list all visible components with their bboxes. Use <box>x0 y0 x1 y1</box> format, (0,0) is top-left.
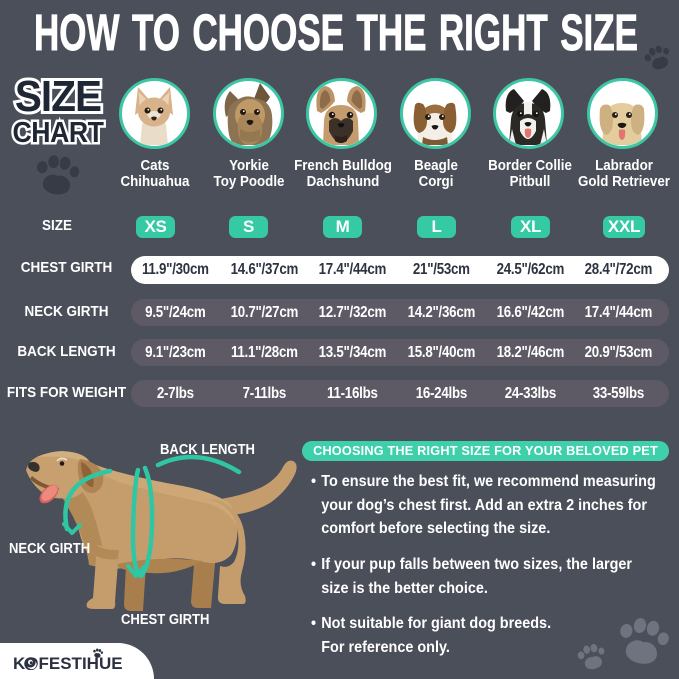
svg-text:CHART: CHART <box>12 116 103 148</box>
svg-text:SIZE: SIZE <box>15 71 101 120</box>
